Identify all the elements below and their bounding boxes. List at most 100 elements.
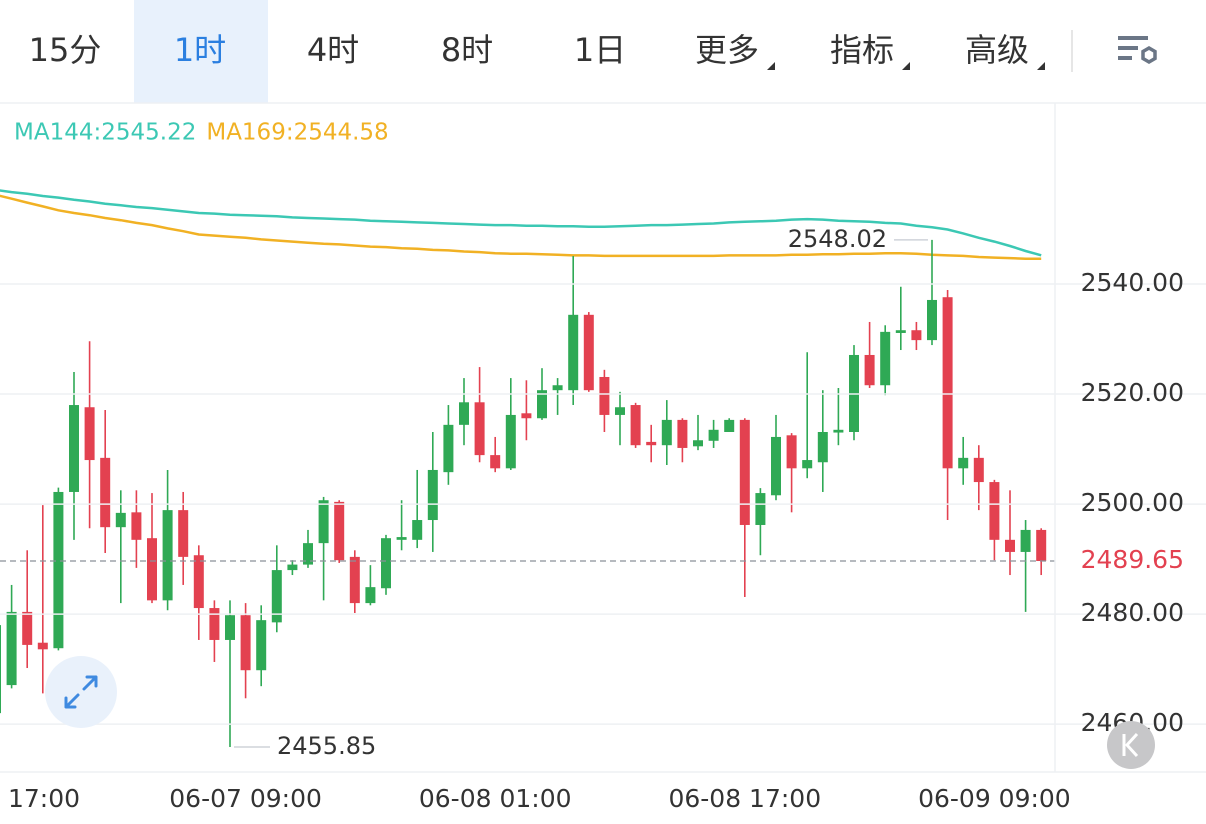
low-label: 2455.85 bbox=[277, 732, 376, 760]
candle-body bbox=[427, 469, 438, 521]
candle-body bbox=[303, 543, 313, 565]
candle-body bbox=[911, 330, 922, 341]
candle-body bbox=[833, 429, 844, 433]
x-tick-label: 06-09 09:00 bbox=[918, 784, 1071, 813]
dropdown-caret bbox=[1037, 62, 1045, 70]
candle-body bbox=[677, 419, 688, 448]
candle-body bbox=[927, 299, 937, 341]
ma-line bbox=[0, 189, 1042, 257]
tab[interactable]: 高级 bbox=[965, 31, 1029, 69]
candle-body bbox=[193, 555, 204, 609]
candle-body bbox=[100, 457, 111, 528]
kline-button[interactable] bbox=[1107, 721, 1155, 769]
tab[interactable]: 指标 bbox=[830, 31, 894, 69]
candle-body bbox=[755, 493, 766, 525]
candle-body bbox=[412, 520, 423, 540]
tab[interactable]: 15分 bbox=[29, 31, 102, 69]
candle-body bbox=[817, 431, 828, 463]
candle-body bbox=[958, 457, 969, 469]
tab[interactable]: 1日 bbox=[574, 31, 626, 69]
candle-body bbox=[84, 407, 95, 461]
candle-body bbox=[22, 611, 33, 645]
candle-body bbox=[615, 407, 625, 415]
legend: MA144:2545.22 MA169:2544.58 bbox=[14, 120, 389, 146]
candle-body bbox=[521, 413, 532, 419]
candle-body bbox=[318, 500, 329, 544]
candle-body bbox=[365, 587, 376, 604]
candle-body bbox=[131, 512, 142, 540]
x-tick-label: 17:00 bbox=[8, 784, 80, 813]
candle-body bbox=[973, 457, 984, 483]
candle-body bbox=[0, 625, 1, 714]
x-tick-label: 06-08 01:00 bbox=[419, 784, 572, 813]
tab[interactable]: 更多 bbox=[695, 31, 759, 69]
candle-body bbox=[162, 510, 173, 601]
candle-body bbox=[989, 482, 1000, 540]
tab[interactable]: 4时 bbox=[307, 31, 359, 69]
candle-body bbox=[349, 556, 360, 604]
candle-body bbox=[880, 331, 891, 386]
last-price-bg bbox=[1062, 543, 1202, 580]
candle-body bbox=[583, 314, 594, 391]
candle-body bbox=[271, 570, 282, 623]
candle-body bbox=[708, 429, 719, 441]
candle-body bbox=[693, 440, 703, 447]
candle-body bbox=[661, 419, 672, 446]
candle-body bbox=[1005, 539, 1015, 552]
candle-body bbox=[53, 491, 64, 649]
last-price-label: 2489.65 bbox=[1081, 545, 1184, 574]
candle-body bbox=[459, 402, 469, 425]
x-tick-label: 06-07 09:00 bbox=[169, 784, 322, 813]
candle-body bbox=[474, 402, 485, 456]
candle-body bbox=[537, 390, 547, 419]
candle-body bbox=[739, 419, 750, 525]
candle-body bbox=[147, 538, 157, 601]
high-label: 2548.02 bbox=[788, 225, 887, 253]
dropdown-caret bbox=[902, 62, 910, 70]
candle-body bbox=[69, 405, 79, 492]
y-tick-label: 2540.00 bbox=[1081, 268, 1184, 297]
candle-body bbox=[599, 376, 610, 415]
legend-entry: MA169:2544.58 bbox=[206, 120, 388, 146]
plot-area: 2460.002480.002500.002520.002540.0017:00… bbox=[0, 189, 1206, 813]
y-tick-label: 2480.00 bbox=[1081, 598, 1184, 627]
candle-body bbox=[771, 436, 781, 496]
candle-body bbox=[287, 564, 298, 571]
tab-active-bg bbox=[134, 0, 268, 103]
candle-body bbox=[630, 405, 641, 446]
candle-body bbox=[895, 330, 906, 333]
tab[interactable]: 1时 bbox=[174, 31, 226, 69]
candle-body bbox=[209, 608, 220, 640]
x-tick-label: 06-08 17:00 bbox=[668, 784, 821, 813]
expand-button[interactable] bbox=[45, 656, 117, 728]
candle-body bbox=[1020, 529, 1031, 552]
candle-body bbox=[240, 615, 251, 671]
y-tick-label: 2520.00 bbox=[1081, 378, 1184, 407]
candle-body bbox=[942, 297, 953, 469]
candle-body bbox=[568, 314, 579, 391]
legend-entry: MA144:2545.22 bbox=[14, 120, 196, 146]
candle-body bbox=[178, 510, 189, 557]
ma-line bbox=[0, 194, 1042, 261]
candle-body bbox=[864, 354, 875, 386]
dropdown-caret bbox=[767, 62, 775, 70]
candle-body bbox=[724, 419, 735, 432]
candle-body bbox=[381, 538, 391, 589]
tab[interactable]: 8时 bbox=[441, 31, 493, 69]
candle-body bbox=[225, 615, 235, 640]
candle-body bbox=[334, 501, 345, 561]
candle-body bbox=[490, 455, 501, 469]
candle-body bbox=[256, 620, 267, 671]
settings-icon[interactable] bbox=[1118, 36, 1157, 65]
candle-body bbox=[443, 424, 454, 473]
candle-body bbox=[115, 512, 126, 528]
candle-body bbox=[6, 611, 17, 686]
candle-body bbox=[646, 441, 657, 446]
candle-body bbox=[37, 642, 48, 650]
candle-body bbox=[802, 460, 813, 469]
candle-body bbox=[1036, 529, 1047, 562]
y-tick-label: 2500.00 bbox=[1081, 488, 1184, 517]
tab-bar: 15分 1时 4时 8时 1日 更多 指标 高级 bbox=[29, 0, 1045, 103]
candle-body bbox=[505, 414, 516, 469]
candle-body bbox=[552, 385, 563, 391]
